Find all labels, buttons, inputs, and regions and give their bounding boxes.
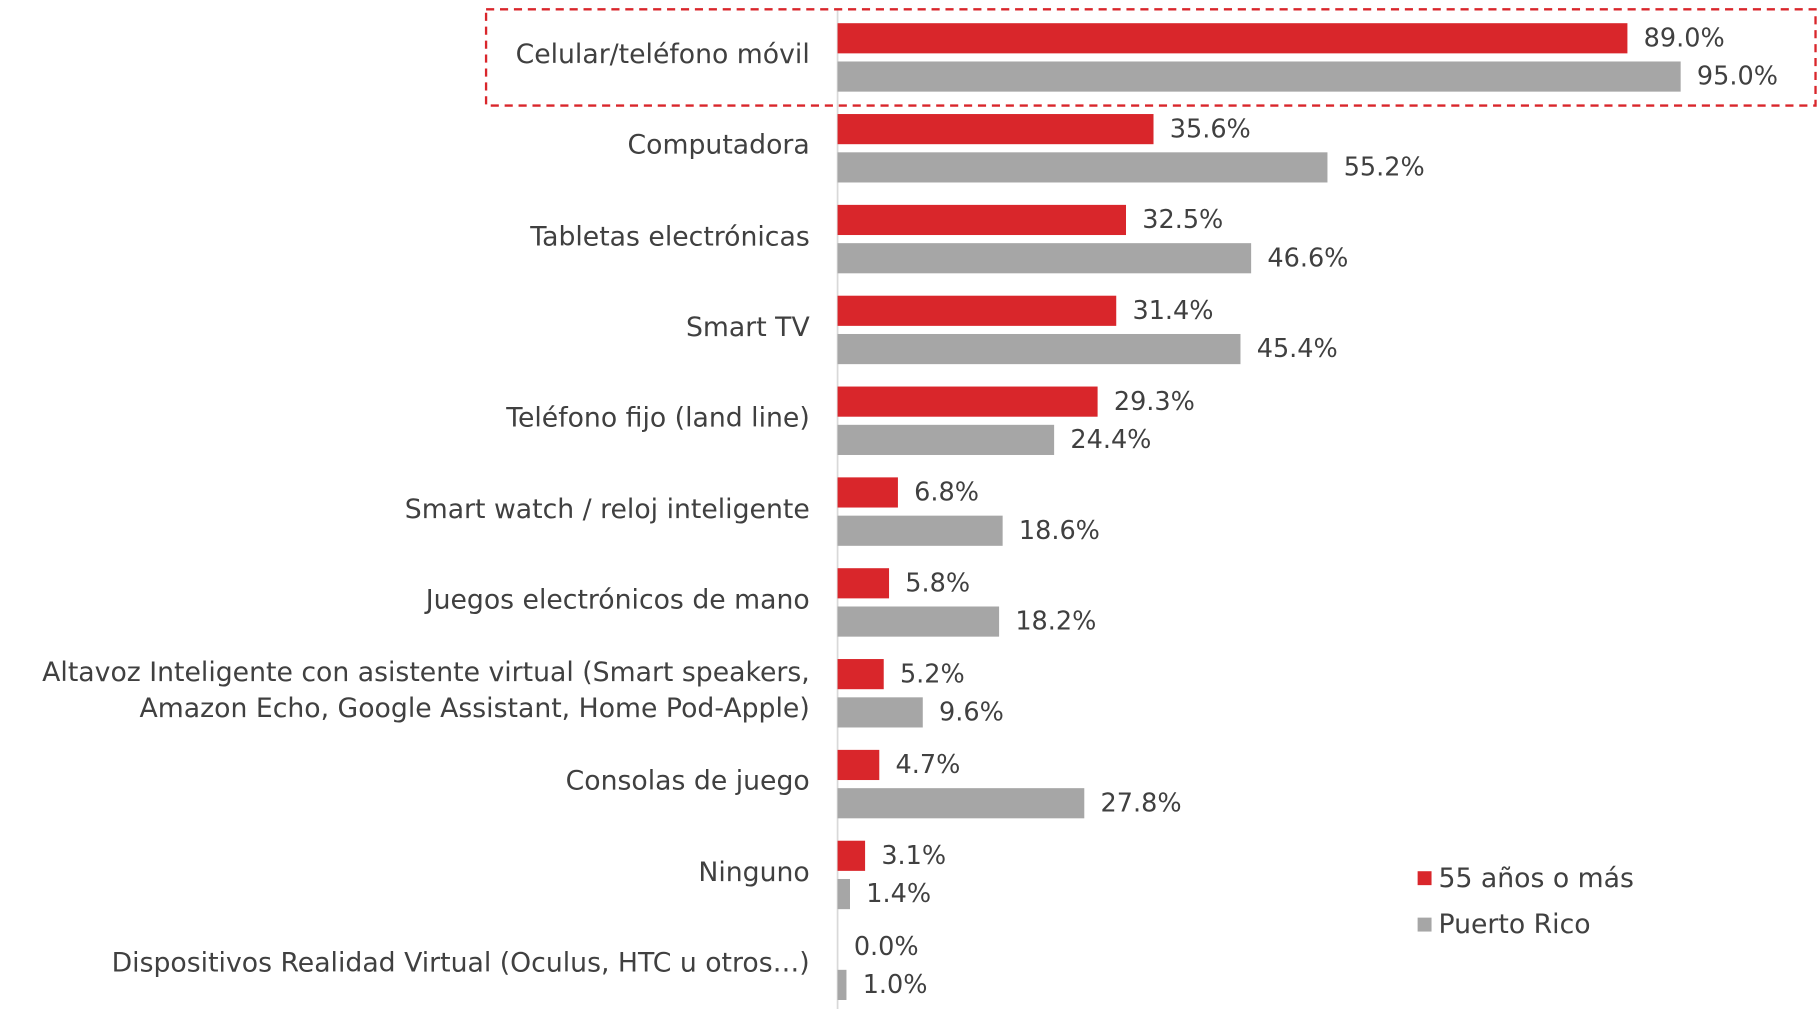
- bar: [837, 969, 847, 1000]
- category-label: Teléfono fijo (land line): [506, 403, 810, 434]
- bar: [837, 333, 1241, 365]
- legend-swatch: [1417, 917, 1432, 932]
- bar: [837, 878, 851, 910]
- value-label: 45.4%: [1257, 334, 1338, 364]
- value-label: 1.0%: [863, 970, 928, 1000]
- value-label: 6.8%: [914, 478, 979, 508]
- bar: [837, 152, 1328, 183]
- category-label: Smart watch / reloj inteligente: [404, 494, 810, 525]
- bar: [837, 606, 1000, 637]
- bar: [837, 477, 898, 508]
- value-label: 18.2%: [1015, 607, 1096, 637]
- value-label: 4.7%: [896, 750, 961, 780]
- value-label: 35.6%: [1170, 114, 1251, 144]
- value-label: 3.1%: [881, 841, 946, 871]
- bar: [837, 23, 1628, 54]
- category-label: Celular/teléfono móvil: [515, 40, 810, 71]
- bar: [837, 114, 1154, 145]
- value-label: 95.0%: [1697, 62, 1778, 92]
- legend-label: 55 años o más: [1438, 863, 1633, 894]
- bar: [837, 749, 880, 781]
- bar: [837, 243, 1252, 274]
- category-label: Consolas de juego: [565, 766, 810, 797]
- value-label: 0.0%: [854, 932, 919, 962]
- bar: [837, 697, 923, 728]
- value-label: 46.6%: [1267, 243, 1348, 273]
- bar: [837, 424, 1055, 455]
- value-label: 18.6%: [1019, 516, 1100, 546]
- bar: [837, 840, 866, 871]
- value-label: 24.4%: [1070, 425, 1151, 455]
- bar: [837, 61, 1681, 92]
- legend-label: Puerto Rico: [1438, 909, 1590, 940]
- bar: [837, 515, 1003, 546]
- category-label: Juegos electrónicos de mano: [425, 585, 810, 616]
- highlight-box: [484, 8, 1817, 107]
- category-label: Dispositivos Realidad Virtual (Oculus, H…: [111, 948, 810, 979]
- category-label: Ninguno: [698, 857, 810, 888]
- bar: [837, 204, 1127, 236]
- bar: [837, 295, 1117, 326]
- value-label: 32.5%: [1142, 205, 1223, 235]
- value-label: 89.0%: [1644, 23, 1725, 53]
- value-label: 9.6%: [939, 698, 1004, 728]
- bar: [837, 568, 890, 599]
- value-label: 29.3%: [1114, 387, 1195, 417]
- category-label: Smart TV: [685, 312, 810, 343]
- category-label: Altavoz Inteligente con asistente virtua…: [42, 657, 810, 724]
- value-label: 31.4%: [1132, 296, 1213, 326]
- category-label: Tabletas electrónicas: [530, 221, 810, 252]
- value-label: 1.4%: [866, 879, 931, 909]
- category-label: Computadora: [627, 130, 810, 162]
- bar: [837, 659, 884, 690]
- value-label: 5.8%: [905, 568, 970, 598]
- value-label: 55.2%: [1344, 153, 1425, 183]
- value-label: 27.8%: [1101, 788, 1182, 818]
- bar: [837, 788, 1085, 819]
- legend-swatch: [1417, 871, 1432, 886]
- value-label: 5.2%: [900, 659, 965, 689]
- bar: [837, 386, 1098, 417]
